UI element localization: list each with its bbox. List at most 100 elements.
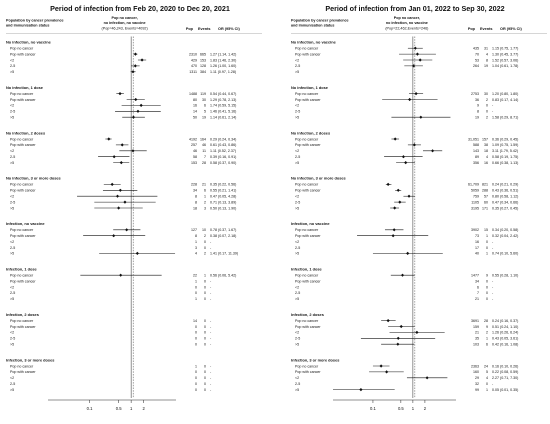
row-label: Pop no cancer bbox=[295, 274, 319, 278]
row-events-value: 9 bbox=[486, 274, 488, 278]
reference-group-header: no infection, no vaccine bbox=[104, 21, 146, 25]
row-or-ci-value: - bbox=[210, 388, 212, 392]
column-header-or: OR (95% CI) bbox=[218, 27, 240, 31]
row-or-ci-value: - bbox=[492, 285, 494, 289]
row-or-ci-value: 0.43 (0.05, 3.61) bbox=[492, 337, 518, 341]
row-pop-value: 153 bbox=[191, 161, 197, 165]
row-events-value: 0 bbox=[204, 279, 206, 283]
row-events-value: 5 bbox=[204, 110, 206, 114]
row-pop-value: 34 bbox=[475, 279, 479, 283]
row-or-ci-value: 1.11 (0.97, 1.28) bbox=[210, 70, 236, 74]
or-point-marker bbox=[131, 149, 135, 153]
row-pop-value: 3691 bbox=[471, 319, 479, 323]
row-or-ci-value: 0.58 (0.19, 1.75) bbox=[492, 155, 518, 159]
row-or-ci-value: - bbox=[492, 382, 494, 386]
row-events-value: 0 bbox=[486, 246, 488, 250]
row-pop-value: 4192 bbox=[189, 137, 197, 141]
row-label: <2 bbox=[295, 104, 299, 108]
row-label: <2 bbox=[295, 149, 299, 153]
row-label: Pop with cancer bbox=[295, 98, 321, 102]
row-pop-value: 2310 bbox=[189, 52, 197, 56]
row-or-ci-value: - bbox=[210, 331, 212, 335]
row-label: >5 bbox=[10, 297, 14, 301]
row-events-value: 10 bbox=[202, 228, 206, 232]
row-or-ci-value: 0.05 (0.01, 0.35) bbox=[492, 388, 518, 392]
row-or-ci-value: - bbox=[210, 364, 212, 368]
row-or-ci-value: 0.51 (0.24, 1.10) bbox=[492, 325, 518, 329]
row-or-ci-value: 0.55 (0.28, 1.10) bbox=[492, 274, 518, 278]
row-events-value: 24 bbox=[484, 364, 488, 368]
row-label: 2-5 bbox=[295, 291, 300, 295]
row-events-value: 19 bbox=[484, 64, 488, 68]
row-label: Pop with cancer bbox=[10, 98, 36, 102]
section-title: No infection, 1 dose bbox=[291, 85, 329, 90]
row-label: >5 bbox=[295, 116, 299, 120]
row-events-value: 38 bbox=[484, 143, 488, 147]
or-point-marker bbox=[396, 342, 400, 346]
reference-group-header: (Pop=46,243, Events=4092) bbox=[102, 26, 148, 30]
row-pop-value: 3 bbox=[195, 246, 197, 250]
or-point-marker bbox=[393, 137, 397, 141]
row-label: 2-5 bbox=[10, 246, 15, 250]
row-label: <2 bbox=[10, 104, 14, 108]
row-label: Pop no cancer bbox=[10, 92, 34, 96]
row-or-ci-value: 1.09 (0.75, 1.59) bbox=[492, 143, 518, 147]
row-pop-value: 89 bbox=[475, 155, 479, 159]
row-or-ci-value: - bbox=[210, 343, 212, 347]
row-label: <2 bbox=[295, 331, 299, 335]
or-point-marker bbox=[131, 70, 135, 74]
row-events-value: 9 bbox=[486, 325, 488, 329]
row-events-value: 28 bbox=[484, 319, 488, 323]
row-or-ci-value: - bbox=[210, 370, 212, 374]
row-or-ci-value: - bbox=[492, 110, 494, 114]
row-events-value: 7 bbox=[204, 155, 206, 159]
row-label: >5 bbox=[295, 297, 299, 301]
row-label: Pop no cancer bbox=[10, 183, 34, 187]
x-tick-label: 1 bbox=[412, 406, 415, 411]
row-pop-value: 160 bbox=[473, 370, 479, 374]
section-title: Infection, no vaccine bbox=[6, 221, 45, 226]
row-or-ci-value: 0.34 (0.20, 0.58) bbox=[492, 228, 518, 232]
row-pop-value: 1 bbox=[195, 240, 197, 244]
row-label: <2 bbox=[10, 195, 14, 199]
row-pop-value: 1105 bbox=[471, 200, 479, 204]
row-label: Pop no cancer bbox=[295, 183, 319, 187]
row-label: Pop with cancer bbox=[295, 325, 321, 329]
row-events-value: 2 bbox=[204, 252, 206, 256]
row-label: 2-5 bbox=[10, 110, 15, 114]
or-point-marker bbox=[391, 234, 395, 238]
row-events-value: 28 bbox=[202, 161, 206, 165]
row-events-value: 21 bbox=[202, 183, 206, 187]
row-events-value: 0 bbox=[204, 343, 206, 347]
or-point-marker bbox=[119, 273, 123, 277]
row-events-value: 0 bbox=[204, 364, 206, 368]
or-point-marker bbox=[398, 200, 402, 204]
row-events-value: 0 bbox=[486, 285, 488, 289]
or-point-marker bbox=[123, 200, 127, 204]
row-events-value: 1 bbox=[486, 252, 488, 256]
row-or-ci-value: 0.42 (0.16, 1.08) bbox=[492, 343, 518, 347]
row-or-ci-value: 1.46 (0.41, 5.16) bbox=[210, 110, 236, 114]
row-events-value: 0 bbox=[204, 246, 206, 250]
row-label: <2 bbox=[10, 331, 14, 335]
row-events-value: 16 bbox=[484, 161, 488, 165]
row-or-ci-value: 1.14 (0.61, 2.14) bbox=[210, 116, 236, 120]
or-point-marker bbox=[400, 273, 405, 277]
row-pop-value: 31,051 bbox=[468, 137, 479, 141]
row-or-ci-value: - bbox=[210, 240, 212, 244]
row-or-ci-value: 0.16 (0.10, 0.26) bbox=[492, 364, 518, 368]
row-or-ci-value: 0.47 (0.05, 4.28) bbox=[210, 195, 236, 199]
row-label: >5 bbox=[295, 70, 299, 74]
row-label: <2 bbox=[295, 376, 299, 380]
row-or-ci-value: 1.83 (1.46, 2.30) bbox=[210, 58, 236, 62]
row-label: Pop no cancer bbox=[10, 274, 34, 278]
row-label: <2 bbox=[295, 58, 299, 62]
row-events-value: 1 bbox=[204, 274, 206, 278]
or-point-marker bbox=[408, 97, 412, 102]
row-label: Pop with cancer bbox=[10, 189, 36, 193]
column-header-or: OR (95% CI) bbox=[500, 27, 522, 31]
row-or-ci-value: 0.66 (0.38, 1.13) bbox=[492, 161, 518, 165]
row-label: <2 bbox=[295, 240, 299, 244]
or-point-marker bbox=[112, 234, 116, 238]
row-pop-value: 8 bbox=[195, 200, 197, 204]
